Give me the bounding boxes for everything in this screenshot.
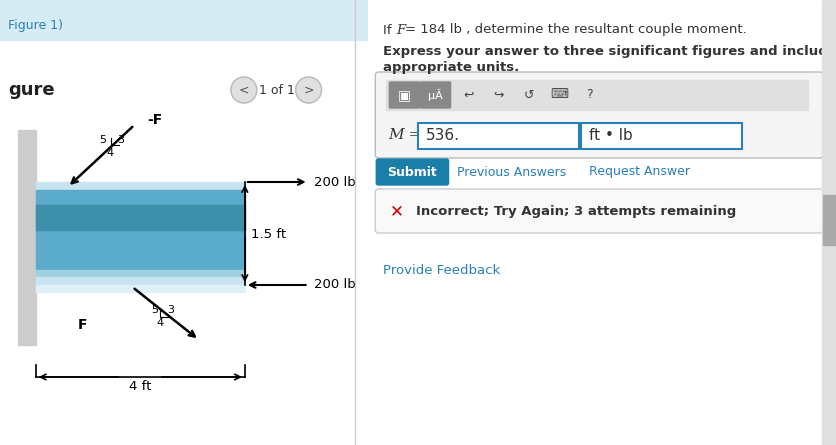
Text: <: < — [238, 84, 249, 97]
Text: Provide Feedback: Provide Feedback — [383, 263, 500, 276]
Bar — [18, 130, 36, 345]
Text: = 184 lb , determine the resultant couple moment.: = 184 lb , determine the resultant coupl… — [405, 24, 747, 36]
Text: Incorrect; Try Again; 3 attempts remaining: Incorrect; Try Again; 3 attempts remaini… — [416, 205, 736, 218]
FancyBboxPatch shape — [376, 159, 448, 185]
Text: 3: 3 — [117, 135, 125, 145]
Text: >: > — [303, 84, 314, 97]
Bar — [36, 270, 245, 277]
Text: ?: ? — [585, 89, 592, 101]
Text: F: F — [78, 318, 87, 332]
Text: 1.5 ft: 1.5 ft — [251, 227, 286, 240]
Text: 3: 3 — [167, 305, 174, 315]
Bar — [580, 123, 741, 149]
Text: 536.: 536. — [425, 129, 459, 143]
Text: Figure 1): Figure 1) — [8, 19, 63, 32]
Text: 1 of 1: 1 of 1 — [258, 84, 294, 97]
Text: ▣: ▣ — [397, 88, 410, 102]
FancyBboxPatch shape — [389, 82, 419, 108]
Text: gure: gure — [8, 81, 54, 99]
Text: ↩: ↩ — [463, 89, 473, 101]
FancyBboxPatch shape — [375, 72, 822, 158]
FancyBboxPatch shape — [420, 82, 450, 108]
Text: 5: 5 — [151, 305, 158, 315]
Text: 4: 4 — [106, 148, 114, 158]
Bar — [821, 0, 836, 445]
Text: ↪: ↪ — [493, 89, 503, 101]
Text: 4: 4 — [156, 318, 163, 328]
FancyBboxPatch shape — [375, 189, 822, 233]
Bar — [822, 195, 835, 245]
Circle shape — [295, 77, 321, 103]
Text: Previous Answers: Previous Answers — [456, 166, 565, 178]
Text: F: F — [396, 24, 405, 36]
Text: Submit: Submit — [387, 166, 436, 178]
Bar — [36, 205, 245, 230]
Text: ⌨: ⌨ — [549, 89, 568, 101]
Bar — [36, 182, 245, 190]
Bar — [0, 0, 368, 40]
Text: 200 lb: 200 lb — [314, 175, 354, 189]
Bar — [36, 285, 245, 292]
Text: If: If — [383, 24, 395, 36]
Bar — [0, 110, 353, 445]
Text: -F: -F — [147, 113, 162, 127]
Text: appropriate units.: appropriate units. — [383, 61, 519, 73]
Text: Express your answer to three significant figures and include the: Express your answer to three significant… — [383, 45, 836, 58]
Text: M =: M = — [388, 128, 421, 142]
Text: ✕: ✕ — [389, 202, 403, 220]
Text: ft • lb: ft • lb — [589, 129, 632, 143]
Text: Request Answer: Request Answer — [589, 166, 689, 178]
Text: μÃ: μÃ — [428, 89, 442, 101]
Bar — [386, 80, 807, 110]
Text: 5: 5 — [99, 135, 106, 145]
Text: ↺: ↺ — [523, 89, 533, 101]
Bar — [36, 277, 245, 285]
Circle shape — [231, 77, 257, 103]
Bar — [418, 123, 579, 149]
Bar — [36, 190, 245, 270]
Text: 4 ft: 4 ft — [129, 380, 151, 393]
Text: 200 lb: 200 lb — [314, 279, 354, 291]
